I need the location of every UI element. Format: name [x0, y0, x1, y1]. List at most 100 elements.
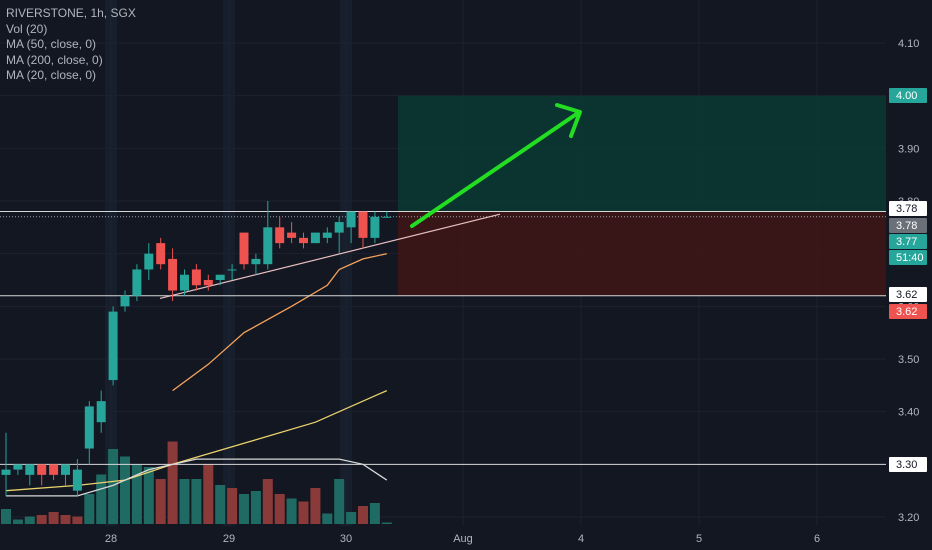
- candle-body: [72, 469, 82, 491]
- arrow-shaft: [410, 111, 580, 228]
- candle-body: [25, 464, 35, 475]
- time-axis-bg: [0, 526, 932, 550]
- volume-bar: [381, 522, 392, 524]
- volume-bar: [358, 506, 368, 524]
- price-tick-label: 3.40: [898, 407, 919, 419]
- price-badge: [889, 218, 927, 233]
- candle-body: [37, 464, 47, 475]
- volume-bar: [274, 494, 285, 524]
- volume-bar: [60, 515, 71, 524]
- candle-body: [346, 211, 356, 228]
- volume-bar: [167, 441, 178, 524]
- price-badge: [889, 304, 927, 319]
- candle-body: [13, 464, 23, 470]
- candle-body: [334, 222, 344, 233]
- long-position-tool[interactable]: [398, 95, 886, 296]
- price-badge: [889, 457, 927, 472]
- legend-ma50[interactable]: MA (50, close, 0): [6, 37, 97, 51]
- candle-body: [287, 232, 297, 238]
- price-badge: [889, 88, 927, 103]
- volume-bars: [1, 441, 392, 524]
- price-badge-label: 3.62: [896, 289, 917, 301]
- time-tick-label: 28: [105, 533, 117, 545]
- arrow-drawing[interactable]: [410, 103, 582, 228]
- candle-body: [108, 311, 118, 381]
- volume-bar: [334, 479, 345, 524]
- volume-bar: [84, 494, 95, 524]
- legend-title[interactable]: RIVERSTONE, 1h, SGX: [6, 6, 136, 20]
- candle-body: [382, 216, 392, 218]
- trendline[interactable]: [159, 213, 501, 300]
- legend-ma200[interactable]: MA (200, close, 0): [6, 52, 103, 67]
- volume-bar: [120, 456, 130, 524]
- candle-body: [358, 211, 368, 238]
- candle-body: [203, 280, 213, 286]
- volume-bar: [191, 479, 202, 524]
- volume-bar: [346, 512, 357, 524]
- time-tick-label: 30: [340, 533, 352, 545]
- candle-body: [239, 232, 249, 265]
- support-trendline: [159, 213, 501, 300]
- profit-zone: [398, 95, 886, 212]
- volume-bar: [298, 501, 309, 524]
- candle-body: [322, 232, 332, 238]
- candle-body: [156, 243, 166, 265]
- time-tick-label: 6: [814, 533, 820, 545]
- time-axis[interactable]: 28 29 30 Aug 4 5 6: [0, 526, 932, 550]
- candles: [1, 201, 392, 496]
- time-tick-label: 29: [223, 533, 235, 545]
- volume-bar: [239, 494, 249, 524]
- candle-body: [215, 274, 225, 280]
- volume-bar: [108, 449, 119, 524]
- price-badge-label: 4.00: [896, 90, 917, 102]
- volume-bar: [72, 516, 83, 524]
- volume-bar: [322, 513, 333, 524]
- price-badge-label: 3.78: [896, 220, 917, 232]
- volume-bar: [215, 485, 226, 524]
- candle-body: [132, 269, 142, 296]
- price-tick-label: 3.90: [898, 143, 919, 155]
- price-badge: [889, 250, 927, 265]
- price-badge-label: 3.62: [896, 306, 917, 318]
- price-tick-label: 4.10: [898, 38, 919, 50]
- price-badge: [889, 287, 927, 302]
- legend-ma20[interactable]: MA (20, close, 0): [6, 68, 97, 82]
- candle-body: [168, 258, 178, 291]
- volume-bar: [96, 474, 107, 524]
- price-badge-label: 3.30: [896, 459, 917, 471]
- volume-bar: [179, 479, 190, 524]
- arrow-head: [555, 103, 582, 138]
- candle-body: [227, 269, 237, 271]
- volume-bar: [369, 503, 380, 524]
- price-badge: [889, 234, 927, 249]
- candle-body: [299, 237, 308, 244]
- horizontal-lines[interactable]: [0, 211, 886, 465]
- candle-body: [263, 227, 273, 265]
- time-tick-label: 4: [578, 533, 584, 545]
- volume-bar: [143, 467, 154, 524]
- candle-body: [61, 464, 70, 475]
- ma200-line: [6, 458, 388, 497]
- candle-body: [1, 469, 11, 475]
- volume-bar: [286, 498, 297, 524]
- price-badge: [889, 201, 927, 216]
- volume-bar: [131, 464, 142, 524]
- candle-body: [120, 295, 130, 307]
- candle-body: [191, 269, 201, 286]
- legend-vol[interactable]: Vol (20): [6, 21, 48, 36]
- price-badge-label: 51:40: [896, 252, 924, 264]
- candle-body: [84, 406, 94, 449]
- volume-bar: [1, 509, 11, 524]
- volume-bar: [250, 491, 261, 524]
- volume-bar: [24, 516, 35, 524]
- volume-bar: [227, 488, 238, 524]
- candle-body: [144, 253, 154, 270]
- volume-bar: [310, 488, 321, 524]
- time-tick-label: Aug: [453, 533, 473, 545]
- candle-body: [275, 227, 285, 244]
- price-badges: 4.00 3.78 3.78 3.77 51:40 3.62 3.62 3.30: [889, 88, 927, 472]
- price-tick-label: 3.20: [898, 512, 919, 524]
- candle-body: [180, 274, 189, 291]
- candle-body: [96, 401, 106, 423]
